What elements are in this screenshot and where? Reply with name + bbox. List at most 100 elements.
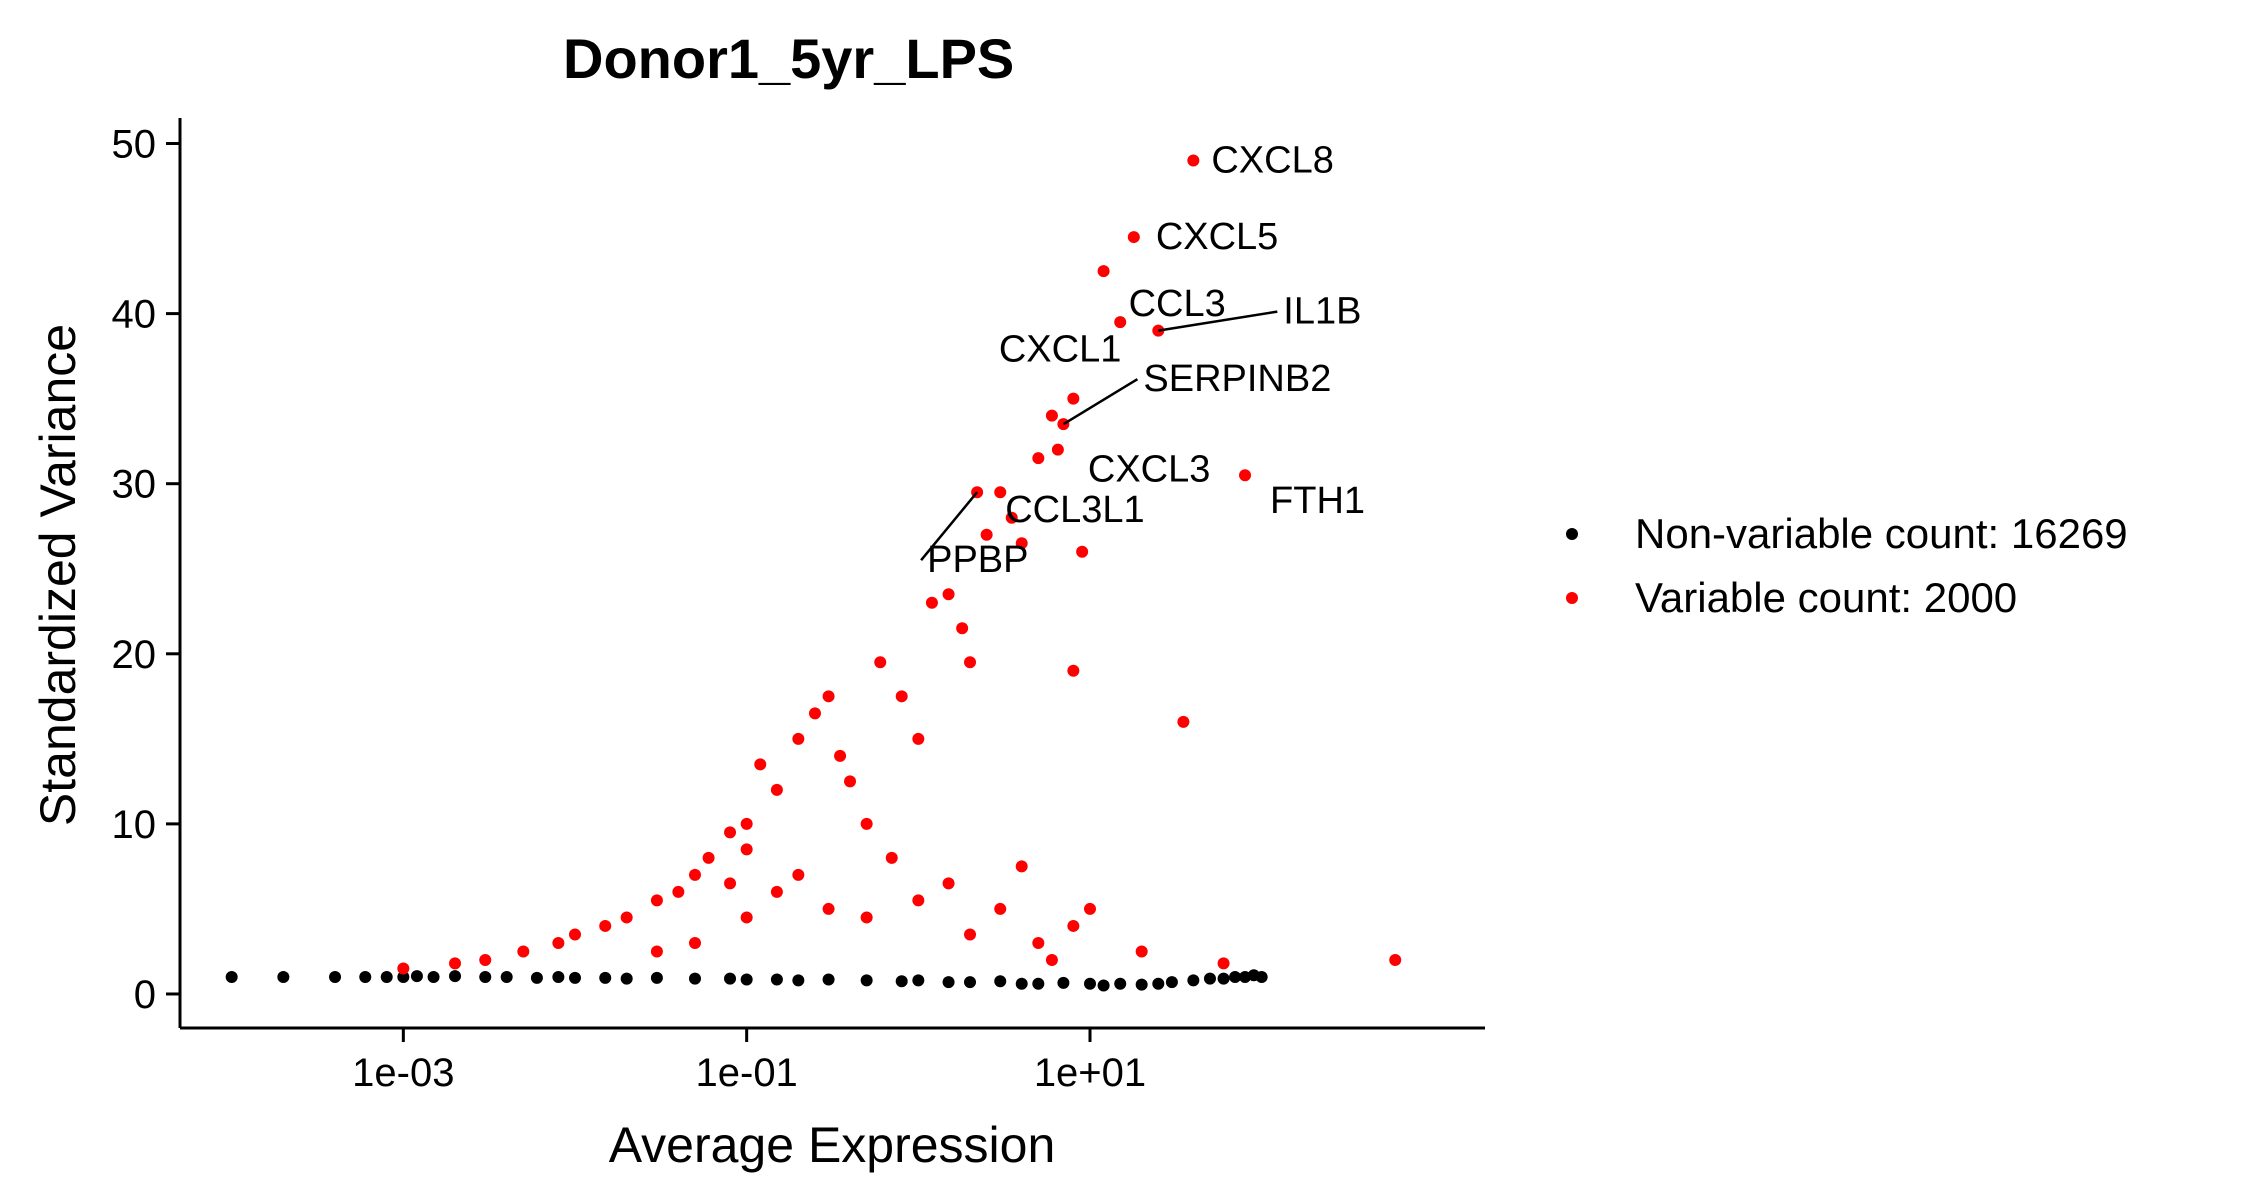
gene-label: CXCL8 <box>1211 140 1334 182</box>
variable-point <box>1239 469 1252 482</box>
variable-point <box>994 486 1007 499</box>
variable-point <box>1097 265 1110 278</box>
variable-point <box>942 588 955 601</box>
variable-point <box>740 911 753 924</box>
non-variable-point <box>860 974 873 987</box>
gene-annotations: CXCL8 CXCL5 CCL3 IL1B CXCL1 SERPINB2 CXCL3 FTH1… <box>920 140 1365 581</box>
variable-point <box>599 919 612 932</box>
y-tick-label: 30 <box>112 463 157 507</box>
non-variable-point <box>822 973 835 986</box>
variable-point <box>808 707 821 720</box>
non-variable-point <box>329 970 342 983</box>
variable-point <box>895 690 908 703</box>
non-variable-point <box>599 971 612 984</box>
variable-point <box>1045 409 1058 422</box>
x-axis-label: Average Expression <box>609 1117 1056 1173</box>
variable-point <box>1083 902 1096 915</box>
variable-point <box>1005 511 1018 524</box>
variable-point <box>942 877 955 890</box>
variable-point <box>650 945 663 958</box>
variable-point <box>650 894 663 907</box>
variable-point <box>834 749 847 762</box>
non-variable-point <box>359 970 372 983</box>
variable-point <box>1135 945 1148 958</box>
legend-label: Non-variable count: 16269 <box>1635 510 2128 557</box>
non-variable-point <box>740 973 753 986</box>
variable-point <box>1187 154 1200 167</box>
variable-point <box>569 928 582 941</box>
non-variable-point <box>552 970 565 983</box>
axes <box>178 118 1485 1030</box>
variable-point <box>449 957 462 970</box>
non-variable-point <box>964 976 977 989</box>
variable-point <box>552 936 565 949</box>
variable-point <box>956 622 969 635</box>
x-ticks: 1e-03 1e-01 1e+01 <box>352 1028 1146 1095</box>
gene-label: IL1B <box>1283 291 1361 333</box>
variable-point <box>740 843 753 856</box>
gene-label: CXCL3 <box>1088 449 1211 491</box>
variable-point <box>885 851 898 864</box>
non-variable-point <box>479 970 492 983</box>
variable-point <box>822 902 835 915</box>
non-variable-point <box>1032 977 1045 990</box>
variable-point <box>860 911 873 924</box>
variable-point <box>1015 537 1028 550</box>
non-variable-point <box>1152 977 1165 990</box>
non-variable-point <box>620 972 633 985</box>
non-variable-point <box>397 970 410 983</box>
non-variable-point <box>1255 970 1268 983</box>
variable-point <box>1076 545 1089 558</box>
variable-point <box>1177 715 1190 728</box>
variable-point <box>1051 443 1064 456</box>
legend: Non-variable count: 16269 Variable count:… <box>1566 510 2128 621</box>
variable-point <box>1217 957 1230 970</box>
variable-point <box>964 928 977 941</box>
non-variable-point <box>410 970 423 983</box>
variable-point <box>980 528 993 541</box>
non-variable-point <box>1135 978 1148 991</box>
variable-point <box>994 902 1007 915</box>
variable-point <box>724 826 737 839</box>
variable-point <box>1114 316 1127 329</box>
x-tick-label: 1e-01 <box>696 1051 798 1095</box>
variable-point <box>1015 860 1028 873</box>
variable-point <box>770 885 783 898</box>
variable-point <box>1032 936 1045 949</box>
non-variable-point <box>650 971 663 984</box>
variable-point <box>1127 231 1140 244</box>
gene-label: CXCL1 <box>999 329 1122 371</box>
leader-line <box>1062 378 1139 426</box>
legend-label: Variable count: 2000 <box>1635 574 2017 621</box>
non-variable-point <box>1015 977 1028 990</box>
non-variable-point <box>688 972 701 985</box>
variable-point <box>1067 392 1080 405</box>
non-variable-point <box>500 970 513 983</box>
non-variable-point <box>912 974 925 987</box>
y-axis-label: Standardized Variance <box>30 324 86 826</box>
variable-point <box>754 758 767 771</box>
variable-point <box>770 783 783 796</box>
chart-title: Donor1_5yr_LPS <box>563 27 1014 90</box>
variable-point <box>792 732 805 745</box>
non-variable-point <box>1114 977 1127 990</box>
non-variable-point <box>1165 976 1178 989</box>
variable-point <box>822 690 835 703</box>
non-variable-point <box>380 970 393 983</box>
variable-point <box>844 775 857 788</box>
variable-point <box>1389 953 1402 966</box>
non-variable-point <box>724 972 737 985</box>
non-variable-point <box>1217 972 1230 985</box>
non-variable-point <box>994 975 1007 988</box>
variable-point <box>964 656 977 669</box>
gene-label: FTH1 <box>1270 480 1365 522</box>
non-variable-point <box>225 970 238 983</box>
non-variable-point <box>1187 974 1200 987</box>
data-points <box>225 154 1402 992</box>
gene-label: PPBP <box>927 539 1028 581</box>
non-variable-point <box>1203 972 1216 985</box>
legend-marker <box>1566 528 1578 540</box>
x-tick-label: 1e+01 <box>1034 1051 1146 1095</box>
gene-label: CCL3L1 <box>1005 489 1144 531</box>
variable-point <box>925 596 938 609</box>
